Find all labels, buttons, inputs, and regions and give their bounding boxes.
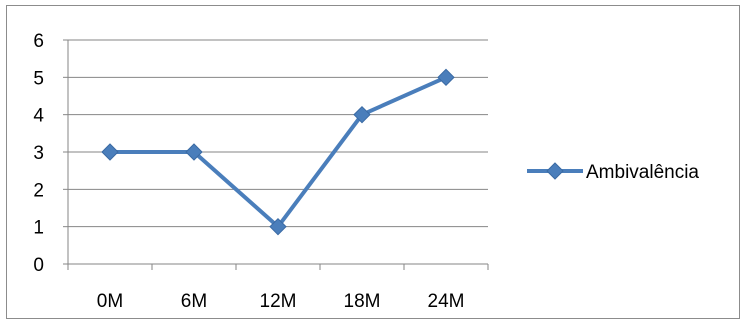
data-point-12M <box>269 217 287 236</box>
data-point-0M <box>101 143 119 161</box>
y-tick-label: 3 <box>33 143 44 164</box>
y-tick-label: 0 <box>33 255 44 276</box>
data-point-18M <box>353 105 371 124</box>
x-tick-label: 0M <box>97 291 123 312</box>
chart-frame <box>6 5 740 319</box>
x-tick-label: 6M <box>181 291 207 312</box>
x-tick-label: 24M <box>428 291 465 312</box>
y-tick-label: 4 <box>33 106 44 127</box>
y-tick-label: 6 <box>33 31 44 52</box>
data-point-6M <box>185 143 203 161</box>
x-tick-label: 12M <box>260 291 297 312</box>
y-tick-label: 5 <box>33 68 44 89</box>
legend-marker <box>546 162 564 180</box>
axes: 0 1 2 3 4 5 6 0M 6M 12M 18M 24M <box>33 31 489 312</box>
y-tick-label: 1 <box>33 218 44 239</box>
legend: Ambivalência <box>527 162 699 183</box>
data-point-24M <box>437 68 455 87</box>
series-area <box>101 68 455 236</box>
y-tick-label: 2 <box>33 180 44 201</box>
legend-label: Ambivalência <box>586 162 699 183</box>
x-tick-label: 18M <box>344 291 381 312</box>
